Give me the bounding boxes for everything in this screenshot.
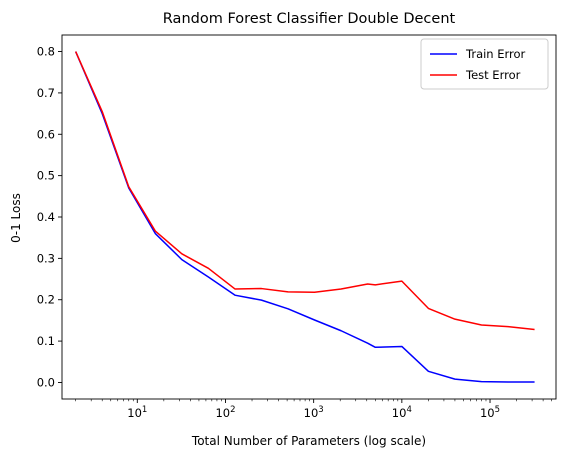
y-tick-label: 0.6 [37,127,55,141]
x-axis-label: Total Number of Parameters (log scale) [191,434,426,448]
series-line-train-error [74,51,535,383]
y-tick-label: 0.1 [37,334,55,348]
y-tick-label: 0.4 [37,210,55,224]
y-tick-label: 0.3 [37,251,55,265]
y-axis-label: 0-1 Loss [9,193,23,243]
plot-area: 0.0 0.1 0.2 0.3 0.4 0.5 0.6 0.7 0.8 101 102 103 104 1… [37,34,557,420]
x-tick-label: 105 [480,405,500,420]
series-line-test-error [74,51,535,331]
legend-label: Train Error [465,47,526,61]
x-tick-label: 103 [304,405,324,420]
y-tick-label: 0.7 [37,86,55,100]
chart-title: Random Forest Classifier Double Decent [163,11,456,27]
y-tick-label: 0.5 [37,169,55,183]
x-tick-label: 102 [215,405,235,420]
y-tick-label: 0.2 [37,293,55,307]
legend-box [420,38,549,90]
x-tick-label: 104 [392,405,412,420]
y-tick-label: 0.0 [37,375,55,389]
x-tick-label: 101 [127,405,147,420]
legend-label: Test Error [465,68,521,82]
y-tick-label: 0.8 [37,45,55,59]
